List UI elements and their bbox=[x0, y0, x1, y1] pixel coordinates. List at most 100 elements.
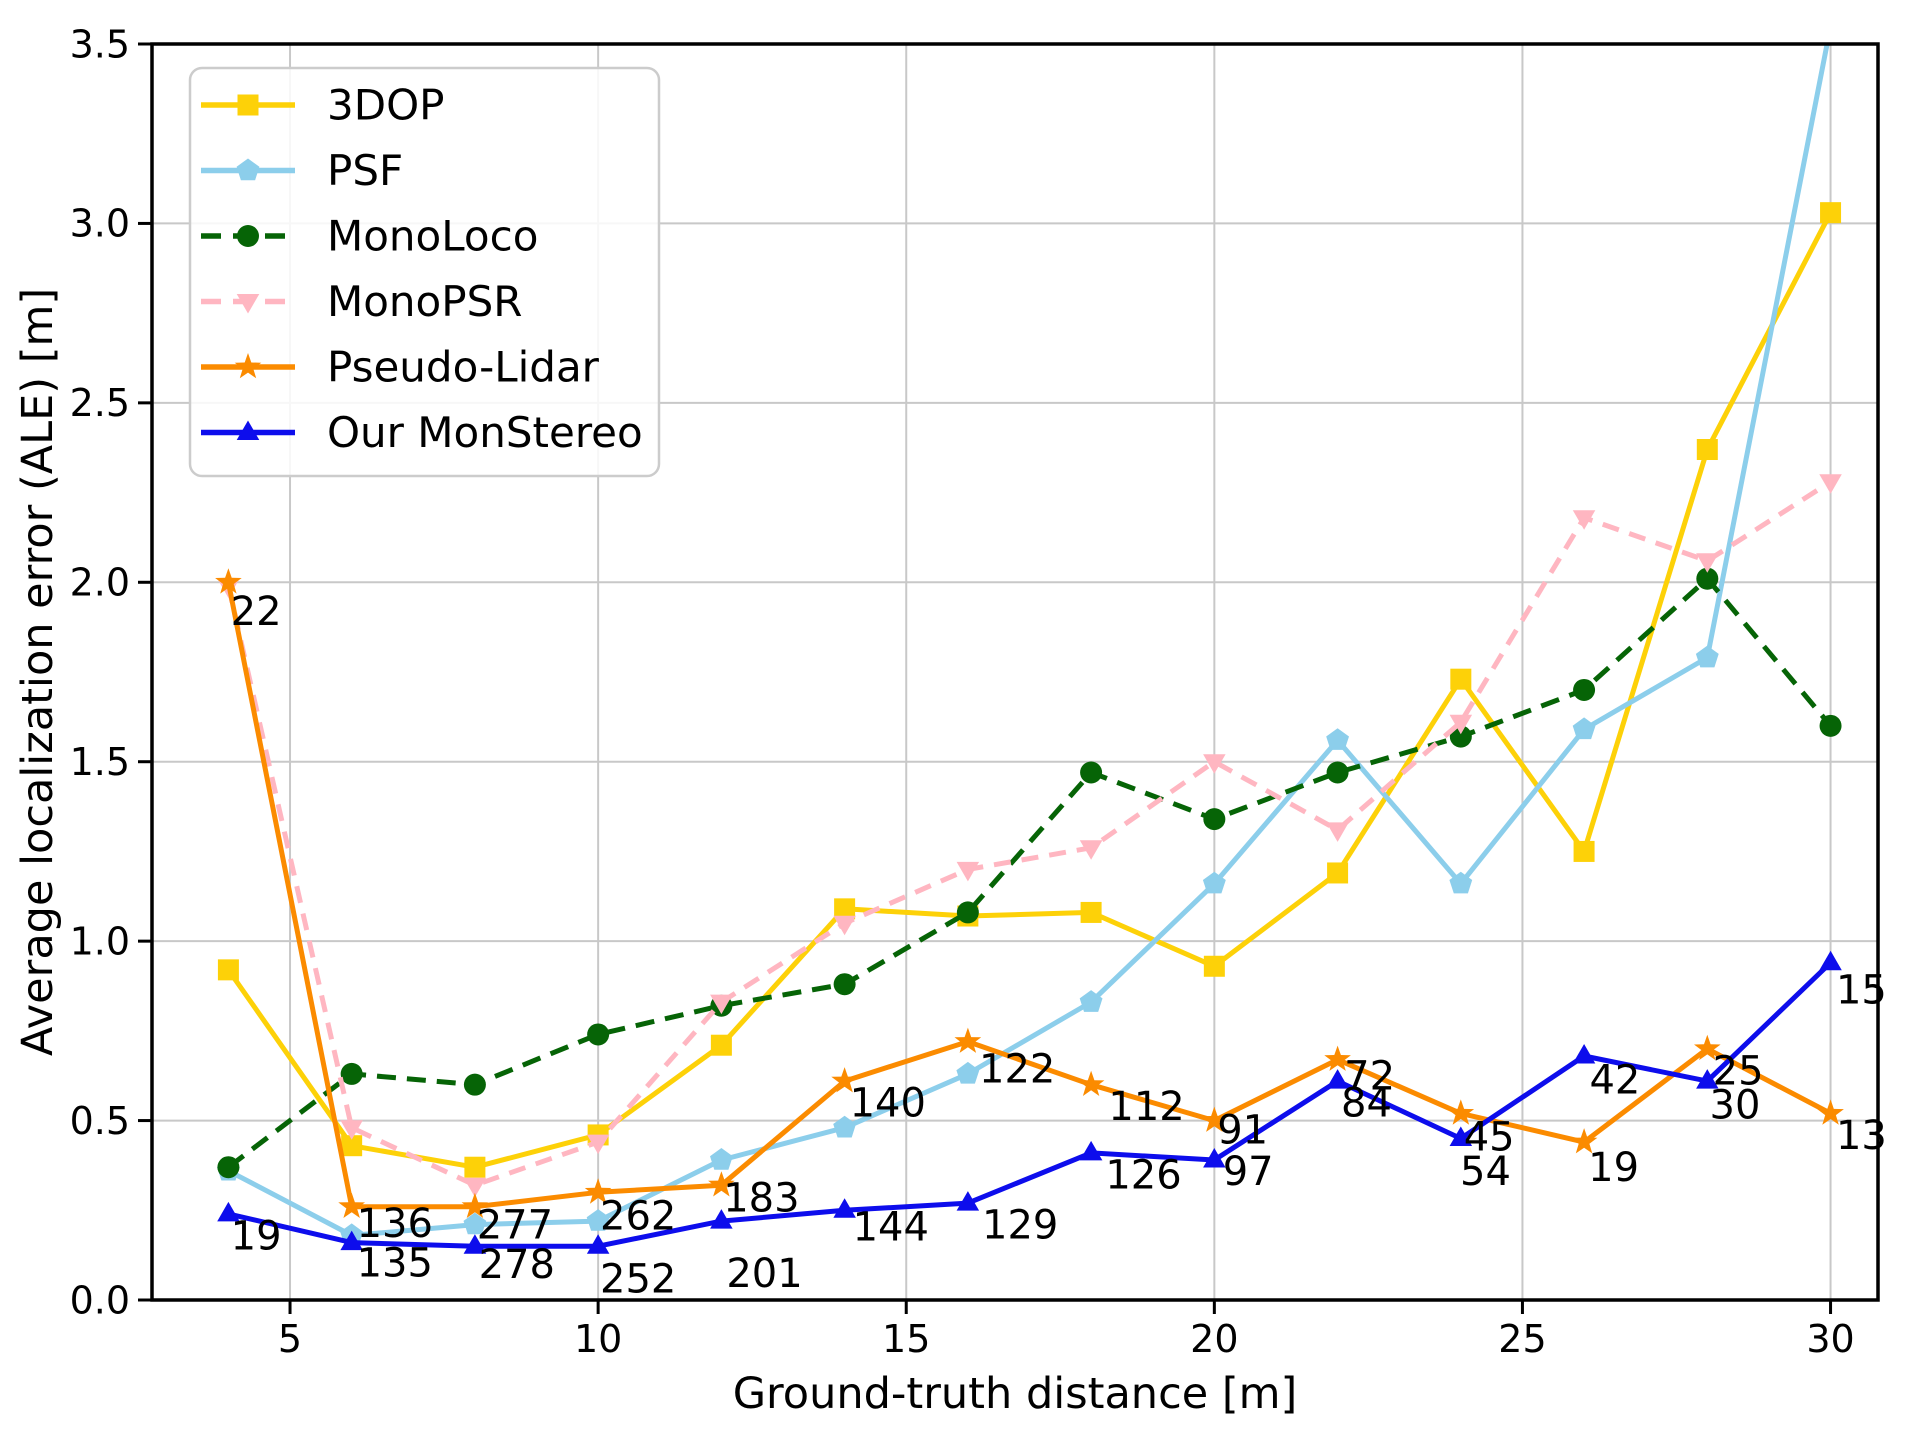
legend-box bbox=[188, 66, 661, 478]
legend-label: 3DOP bbox=[327, 81, 444, 130]
y-tick-label: 2.0 bbox=[70, 561, 130, 605]
monopsr-triangle-down-marker-icon bbox=[710, 994, 733, 1015]
y-tick-label: 2.5 bbox=[70, 381, 130, 425]
our-monstereo-triangle-up-marker-icon bbox=[1696, 1069, 1719, 1089]
count-annotation: 45 bbox=[1464, 1115, 1515, 1161]
3dop-square-marker-icon bbox=[1820, 202, 1842, 224]
pseudo-lidar-star-marker-icon bbox=[1447, 1099, 1475, 1125]
count-annotation: 262 bbox=[600, 1194, 676, 1240]
pseudo-lidar-star-marker-icon bbox=[831, 1067, 858, 1093]
count-annotation: 126 bbox=[1105, 1152, 1181, 1198]
x-tick-label: 30 bbox=[1806, 1317, 1854, 1361]
legend-item-3dop: 3DOP bbox=[201, 81, 444, 130]
legend: 3DOP PSF MonoLoco MonoPSR Pseudo-Lidar Our Mo… bbox=[188, 66, 661, 478]
monopsr-triangle-down-marker-icon bbox=[1572, 510, 1596, 530]
legend-label: MonoPSR bbox=[327, 277, 522, 326]
y-tick-label: 0.0 bbox=[70, 1278, 130, 1322]
pseudo-lidar-star-marker-icon bbox=[954, 1027, 982, 1053]
pseudo-lidar-legend-marker-icon bbox=[234, 353, 262, 379]
our-monstereo-triangle-up-marker-icon bbox=[710, 1209, 733, 1229]
count-annotation: 136 bbox=[357, 1201, 433, 1247]
monoloco-circle-marker-icon bbox=[463, 1073, 486, 1096]
legend-label: Our MonStereo bbox=[327, 408, 643, 457]
x-axis-label: Ground-truth distance [m] bbox=[733, 1369, 1298, 1419]
legend-item-monopsr: MonoPSR bbox=[201, 277, 522, 326]
psf-pentagon-marker-icon bbox=[833, 1115, 856, 1138]
3dop-square-marker-icon bbox=[1080, 901, 1102, 923]
count-annotation: 112 bbox=[1108, 1084, 1184, 1130]
psf-pentagon-marker-icon bbox=[710, 1148, 733, 1170]
our-monstereo-triangle-up-marker-icon bbox=[217, 1201, 240, 1222]
series-monoloco-line bbox=[226, 576, 1833, 1170]
3dop-square-marker-icon bbox=[834, 898, 856, 920]
monoloco-legend-marker-icon bbox=[237, 225, 259, 247]
monoloco-circle-marker-icon bbox=[1326, 761, 1349, 784]
our-monstereo-triangle-up-marker-icon bbox=[1326, 1069, 1349, 1089]
pseudo-lidar-star-marker-icon bbox=[1570, 1128, 1598, 1154]
monoloco-circle-marker-icon bbox=[833, 973, 856, 996]
x-tick-label: 5 bbox=[278, 1317, 302, 1361]
monoloco-circle-marker-icon bbox=[1573, 678, 1596, 701]
3dop-square-marker-icon bbox=[1327, 862, 1349, 884]
psf-pentagon-marker-icon bbox=[1326, 728, 1349, 750]
x-tick-label: 25 bbox=[1498, 1317, 1546, 1361]
monoloco-circle-marker-icon bbox=[587, 1023, 610, 1046]
psf-pentagon-marker-icon bbox=[1449, 871, 1473, 894]
y-tick-label: 3.5 bbox=[70, 22, 130, 66]
3dop-legend-marker-icon bbox=[237, 94, 259, 116]
count-annotation: 30 bbox=[1710, 1082, 1761, 1128]
pseudo-lidar-star-marker-icon bbox=[1201, 1106, 1228, 1132]
count-annotation: 91 bbox=[1217, 1108, 1268, 1154]
series-monopsr bbox=[217, 474, 1842, 1198]
series-pseudo-lidar bbox=[215, 568, 1844, 1218]
y-tick-label: 3.0 bbox=[70, 202, 130, 246]
series-3dop-line bbox=[226, 211, 1833, 1170]
our-monstereo-triangle-up-marker-icon bbox=[956, 1191, 980, 1211]
pseudo-lidar-star-marker-icon bbox=[708, 1171, 735, 1197]
count-annotation: 140 bbox=[850, 1081, 926, 1127]
series-our-monstereo bbox=[217, 950, 1842, 1254]
3dop-square-marker-icon bbox=[1573, 840, 1595, 862]
our-monstereo-legend-marker-icon bbox=[236, 420, 260, 440]
monopsr-triangle-down-marker-icon bbox=[340, 1120, 363, 1140]
count-annotation: 144 bbox=[853, 1204, 929, 1250]
monoloco-circle-marker-icon bbox=[340, 1062, 363, 1085]
3dop-square-marker-icon bbox=[217, 959, 239, 981]
monopsr-triangle-down-marker-icon bbox=[956, 861, 980, 882]
series-monopsr-line bbox=[225, 479, 1832, 1188]
monoloco-circle-marker-icon bbox=[1819, 714, 1842, 737]
pseudo-lidar-star-marker-icon bbox=[1694, 1034, 1721, 1061]
y-tick-label: 0.5 bbox=[70, 1099, 130, 1143]
psf-pentagon-marker-icon bbox=[463, 1212, 487, 1235]
3dop-square-marker-icon bbox=[1450, 668, 1472, 690]
our-monstereo-triangle-up-marker-icon bbox=[1203, 1148, 1226, 1168]
monopsr-triangle-down-marker-icon bbox=[833, 915, 856, 936]
pseudo-lidar-star-marker-icon bbox=[215, 568, 242, 594]
pseudo-lidar-star-marker-icon bbox=[1817, 1099, 1844, 1125]
our-monstereo-triangle-up-marker-icon bbox=[1819, 950, 1842, 971]
our-monstereo-triangle-up-marker-icon bbox=[1449, 1126, 1473, 1146]
count-annotation: 19 bbox=[231, 1213, 282, 1259]
monoloco-circle-marker-icon bbox=[217, 1156, 240, 1179]
psf-pentagon-marker-icon bbox=[956, 1061, 980, 1084]
3dop-square-marker-icon bbox=[341, 1135, 363, 1157]
legend-item-our-monstereo: Our MonStereo bbox=[201, 408, 643, 457]
pseudo-lidar-star-marker-icon bbox=[338, 1192, 365, 1218]
psf-pentagon-marker-icon bbox=[1572, 717, 1596, 740]
x-tick-label: 15 bbox=[882, 1317, 930, 1361]
monopsr-triangle-down-marker-icon bbox=[1079, 840, 1103, 860]
monopsr-triangle-down-marker-icon bbox=[463, 1177, 487, 1198]
psf-pentagon-marker-icon bbox=[1695, 645, 1719, 668]
plot-border bbox=[150, 42, 1880, 1302]
x-tick-label: 20 bbox=[1190, 1317, 1238, 1361]
series-psf-line bbox=[227, 44, 1830, 1238]
y-tick-label: 1.5 bbox=[70, 740, 130, 784]
count-annotation: 25 bbox=[1713, 1048, 1764, 1094]
series-our-monstereo-line bbox=[227, 960, 1833, 1249]
x-tick-label: 10 bbox=[574, 1317, 622, 1361]
count-annotation: 22 bbox=[231, 589, 282, 635]
monopsr-triangle-down-marker-icon bbox=[586, 1134, 610, 1155]
count-annotation: 122 bbox=[979, 1047, 1055, 1093]
legend-item-pseudo-lidar: Pseudo-Lidar bbox=[201, 343, 600, 392]
